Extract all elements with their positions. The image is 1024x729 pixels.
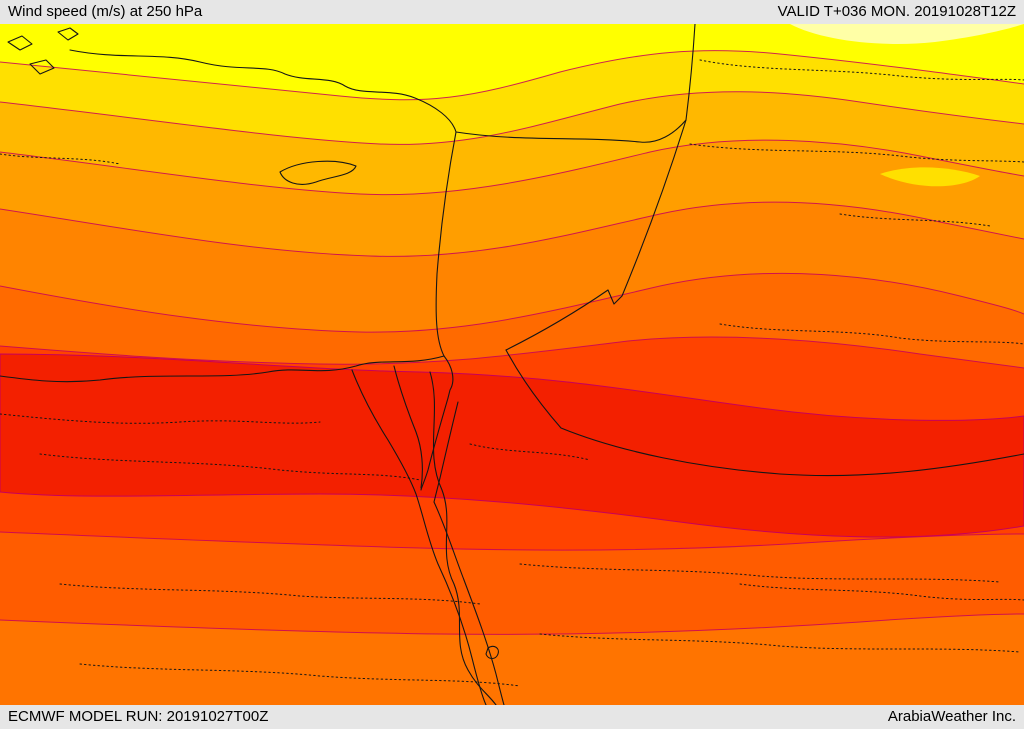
wind-speed-contour-plot bbox=[0, 24, 1024, 705]
wind-band-bottom bbox=[0, 614, 1024, 705]
wind-contour-line bbox=[0, 139, 1024, 196]
coastline-gulf-of-suez-east bbox=[393, 365, 423, 489]
island-outline bbox=[57, 27, 79, 41]
red-sea-island bbox=[485, 645, 499, 660]
wind-band-pale-patch-right bbox=[790, 24, 1024, 44]
country-border-israel-jordan bbox=[443, 355, 454, 399]
dotted-boundary bbox=[739, 583, 1024, 601]
dotted-boundary bbox=[0, 413, 321, 424]
wind-band-1 bbox=[0, 24, 1024, 100]
coastline-mediterranean bbox=[0, 49, 457, 383]
dotted-boundary bbox=[59, 583, 481, 605]
wind-contour-line bbox=[0, 91, 1024, 145]
wind-contour-line bbox=[0, 50, 1024, 101]
country-border-turkey-syria bbox=[455, 119, 687, 143]
cyprus-island bbox=[279, 160, 357, 185]
dotted-boundary bbox=[539, 633, 1021, 653]
provider-label: ArabiaWeather Inc. bbox=[887, 708, 1016, 725]
dotted-boundary bbox=[689, 143, 1024, 163]
island-outline bbox=[29, 59, 55, 75]
wind-band-light-patch bbox=[880, 167, 980, 187]
dotted-boundary bbox=[39, 453, 421, 481]
dotted-boundary bbox=[79, 663, 521, 687]
model-run-label: ECMWF MODEL RUN: 20191027T00Z bbox=[8, 708, 269, 725]
wind-contour-line bbox=[0, 531, 1024, 551]
wind-band-jet-core bbox=[0, 353, 1024, 538]
dotted-boundary bbox=[719, 323, 1024, 345]
nile-river bbox=[429, 371, 497, 705]
coastline-red-sea-east bbox=[433, 501, 505, 705]
map-footer-bar: ECMWF MODEL RUN: 20191027T00Z ArabiaWeat… bbox=[0, 705, 1024, 729]
wind-contour-line bbox=[0, 201, 1024, 257]
dotted-boundary bbox=[519, 563, 1001, 583]
wind-band-dark-patch bbox=[830, 279, 866, 294]
coastline-gulf-of-aqaba-east bbox=[433, 401, 459, 503]
coastline-gulf-of-aqaba-west bbox=[420, 397, 449, 491]
valid-time-label: VALID T+036 MON. 20191028T12Z bbox=[777, 3, 1016, 20]
dotted-boundary bbox=[469, 443, 591, 461]
wind-contour-line bbox=[0, 613, 1024, 635]
wind-contour-line bbox=[0, 272, 1024, 333]
wind-contour-line bbox=[0, 336, 1024, 369]
coastline-gulf-of-suez-west bbox=[351, 369, 487, 705]
dotted-boundary bbox=[699, 59, 1024, 81]
map-header-bar: Wind speed (m/s) at 250 hPa VALID T+036 … bbox=[0, 0, 1024, 24]
wind-speed-map bbox=[0, 24, 1024, 705]
country-border-jordan-saudi bbox=[505, 349, 1024, 477]
map-title: Wind speed (m/s) at 250 hPa bbox=[8, 3, 203, 20]
country-border-syria-iraq bbox=[505, 24, 696, 351]
island-outline bbox=[7, 35, 33, 51]
dotted-boundary bbox=[0, 153, 121, 165]
